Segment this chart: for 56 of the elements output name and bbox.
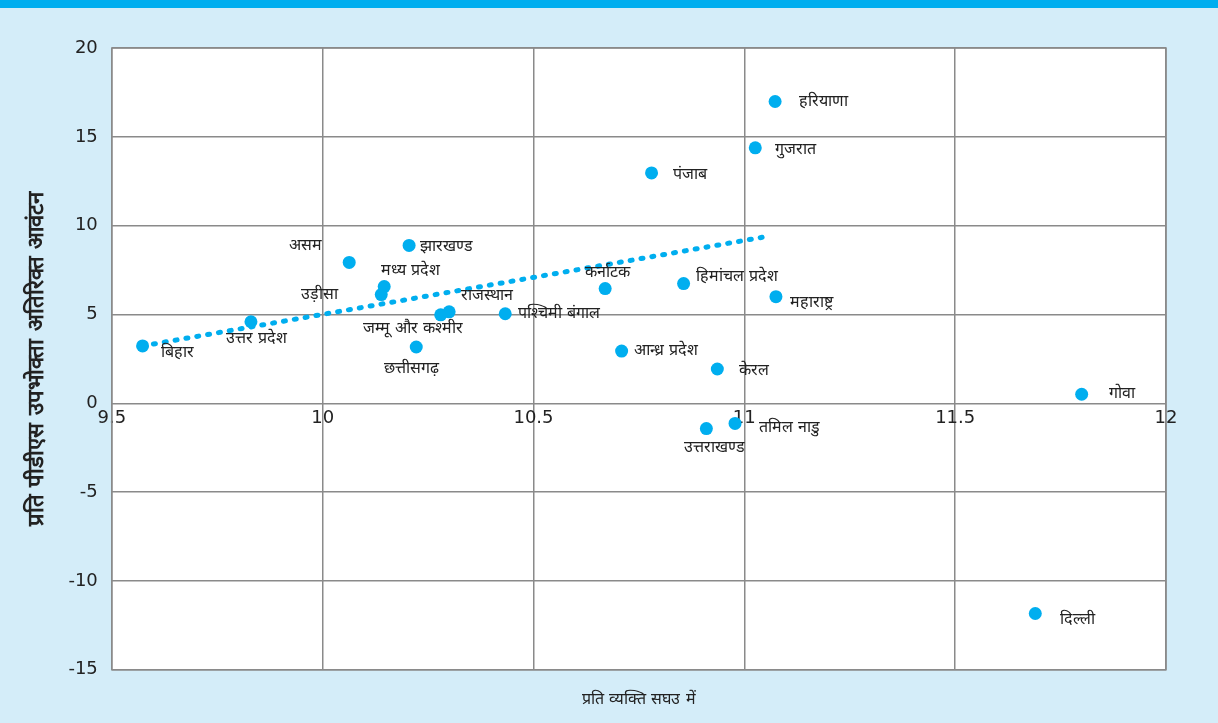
x-tick-label: 11.5 xyxy=(935,405,976,427)
x-tick-label: 9.5 xyxy=(97,405,127,427)
annotation: मध्य प्रदेश xyxy=(381,259,442,279)
x-tick-label: 10.5 xyxy=(513,405,554,427)
annotation: गुजरात xyxy=(775,139,818,159)
point xyxy=(748,141,762,155)
annotation: दिल्ली xyxy=(1060,608,1097,628)
annotation: झारखण्ड xyxy=(420,235,474,255)
annotation: पश्चिमी बंगाल xyxy=(518,302,602,322)
annotation: कर्नाटक xyxy=(585,261,632,281)
y-tick-label: -10 xyxy=(68,568,98,590)
y-tick-label: 15 xyxy=(74,124,98,146)
y-tick-label: -5 xyxy=(79,479,98,501)
annotation: उड़ीसा xyxy=(301,283,340,303)
annotation: तमिल नाडु xyxy=(759,416,821,437)
y-tick-label: 10 xyxy=(74,213,98,235)
point xyxy=(768,94,782,108)
x-tick-label: 12 xyxy=(1154,405,1178,427)
y-tick-label: -15 xyxy=(68,657,98,679)
point xyxy=(710,362,724,376)
annotation: राजस्थान xyxy=(461,284,515,304)
point xyxy=(342,255,356,269)
point xyxy=(769,290,783,304)
point xyxy=(615,344,629,358)
y-axis-title: प्रति पीडीएस उपभोक्ता अतिरिक्त आवंटन xyxy=(21,190,48,528)
annotation: छत्तीसगढ़ xyxy=(384,358,441,378)
point xyxy=(442,305,456,319)
x-tick-label: 10 xyxy=(311,405,335,427)
annotation: उत्तराखण्ड xyxy=(684,436,746,456)
annotation: बिहार xyxy=(160,342,194,362)
annotation: गोवा xyxy=(1108,383,1136,403)
point xyxy=(1028,606,1042,620)
point xyxy=(699,422,713,436)
point xyxy=(374,288,388,302)
annotation: आन्ध्र प्रदेश xyxy=(633,340,699,360)
annotation: जम्मू और कश्मीर xyxy=(362,318,463,338)
point xyxy=(402,238,416,252)
point xyxy=(244,315,258,329)
point xyxy=(645,166,659,180)
annotation: महाराष्ट्र xyxy=(789,291,834,311)
point xyxy=(677,277,691,291)
annotation: हरियाणा xyxy=(799,90,850,110)
point xyxy=(598,282,612,296)
annotation: हिमांचल प्रदेश xyxy=(695,265,779,285)
annotation: असम xyxy=(289,234,323,254)
point xyxy=(136,339,150,353)
y-tick-label: 0 xyxy=(86,390,98,412)
point xyxy=(409,340,423,354)
point xyxy=(1075,387,1089,401)
annotation: पंजाब xyxy=(672,164,708,184)
y-tick-label: 5 xyxy=(86,302,98,324)
point xyxy=(498,307,512,321)
annotation: उत्तर प्रदेश xyxy=(225,327,289,347)
y-tick-label: 20 xyxy=(74,35,98,57)
x-axis-title: प्रति व्यक्ति सघउ में xyxy=(582,688,696,708)
annotation: केरल xyxy=(739,360,771,380)
